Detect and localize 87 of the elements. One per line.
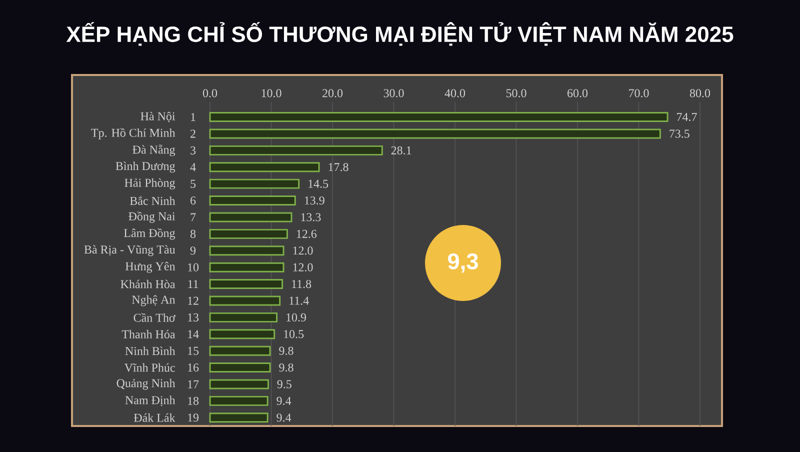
bar (209, 312, 278, 322)
bar (209, 246, 284, 256)
text: 7 (190, 213, 196, 222)
bar (209, 162, 320, 172)
y-tick-label: Hưng Yên (125, 262, 176, 273)
text: 6 (190, 196, 196, 205)
x-tick-label: 10.0 (262, 89, 282, 98)
bar (209, 112, 668, 122)
data-label: 11.4 (290, 296, 309, 305)
text: 13 (188, 313, 199, 322)
text: 10 (188, 263, 199, 272)
data-label: 9.4 (276, 414, 292, 422)
text: 5 (190, 180, 196, 188)
data-label: 9.5 (277, 380, 292, 388)
text: 3 (190, 146, 196, 154)
x-tick-label: 80.0 (690, 89, 710, 98)
text: 11 (188, 280, 198, 288)
data-label: 28.1 (391, 146, 412, 154)
x-tick-label: 70.0 (629, 89, 649, 98)
y-tick-label: Lâm Đồng (124, 228, 176, 240)
bar (209, 212, 292, 222)
data-label: 11.8 (292, 280, 312, 288)
bar (209, 196, 296, 206)
text: 17 (188, 380, 199, 388)
text: 8 (190, 230, 196, 238)
y-tick-label: Ninh Bình (125, 346, 176, 356)
bar (209, 379, 269, 390)
y-tick-label: Bình Dương (116, 162, 176, 173)
bar (209, 279, 284, 290)
y-tick-label: Đà Nẵng (132, 144, 176, 156)
text: 1 (191, 113, 196, 121)
data-label: 10.9 (286, 313, 306, 322)
text: 4 (190, 163, 196, 172)
y-tick-label: Thanh Hóa (122, 330, 176, 338)
data-label: 12.0 (293, 263, 313, 272)
data-label: 12.0 (293, 246, 313, 255)
chart-title: XẾP HẠNG CHỈ SỐ THƯƠNG MẠI ĐIỆN TỬ VIỆT NAM NĂM 2025 (66, 22, 734, 46)
y-tick-label: Tp. Hồ Chí Minh (91, 128, 176, 140)
x-tick-label: 60.0 (568, 89, 588, 98)
annotation: 9,3 (448, 253, 478, 273)
bar (209, 296, 281, 306)
text: 12 (188, 296, 198, 305)
text: 15 (188, 346, 199, 355)
text: 18 (188, 396, 199, 405)
data-label: 13.3 (301, 213, 321, 222)
data-label: 13.9 (304, 196, 324, 205)
y-tick-label: Hà Nội (140, 112, 176, 122)
bar (209, 329, 276, 340)
text: 2 (190, 130, 196, 138)
x-tick-label: 20.0 (322, 89, 343, 98)
bar (209, 362, 271, 373)
bar (209, 396, 268, 406)
bar (209, 262, 284, 272)
text: 19 (188, 414, 199, 422)
y-tick-label: Hải Phòng (124, 178, 176, 190)
x-tick-label: 40.0 (444, 89, 466, 98)
bar (209, 128, 661, 139)
bar (209, 145, 383, 156)
y-tick-label: Vĩnh Phúc (124, 363, 175, 372)
x-tick-label: 0.0 (202, 89, 218, 98)
bar (209, 412, 268, 423)
y-tick-label: Bắc Ninh (130, 196, 176, 205)
data-label: 9.8 (279, 363, 294, 372)
data-label: 14.5 (308, 180, 328, 188)
data-label: 73.5 (670, 130, 690, 138)
data-label: 9.4 (276, 396, 292, 405)
data-label: 12.6 (296, 230, 317, 238)
data-label: 17.8 (328, 163, 348, 172)
y-tick-label: Quảng Ninh (116, 378, 176, 390)
y-tick-label: Khánh Hòa (120, 280, 176, 288)
bar (209, 346, 271, 356)
x-tick-label: 50.0 (506, 89, 526, 98)
y-tick-label: Đồng Nai (128, 212, 176, 223)
y-tick-label: Bà Rịa - Vũng Tàu (84, 245, 176, 256)
text: 14 (188, 330, 199, 338)
text: 9 (190, 246, 196, 255)
text: 16 (188, 364, 199, 372)
y-tick-label: Đák Lák (134, 413, 176, 422)
y-tick-label: Cần Thơ (134, 313, 176, 322)
data-label: 10.5 (284, 330, 304, 338)
data-label: 74.7 (677, 112, 697, 122)
bar (209, 178, 300, 189)
data-label: 9.8 (279, 346, 294, 355)
y-tick-label: Nghệ An (132, 295, 176, 306)
bar (209, 228, 288, 239)
x-tick-label: 30.0 (384, 89, 404, 98)
y-tick-label: Nam Định (125, 396, 176, 406)
